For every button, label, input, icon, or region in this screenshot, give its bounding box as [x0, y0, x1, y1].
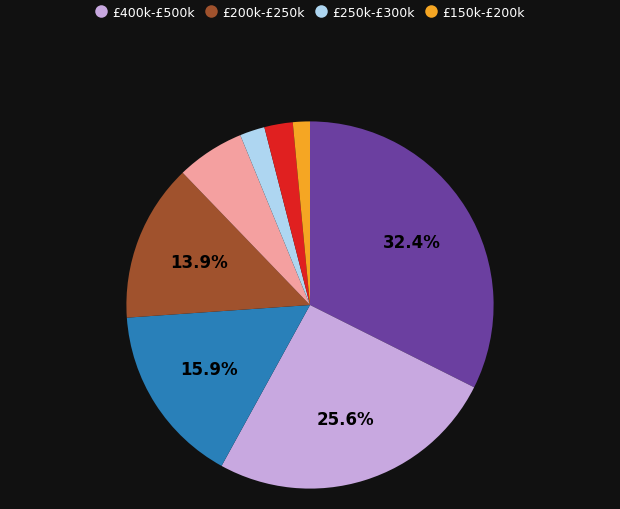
Text: 32.4%: 32.4%: [383, 234, 440, 252]
Wedge shape: [310, 122, 494, 387]
Wedge shape: [127, 305, 310, 466]
Text: 13.9%: 13.9%: [170, 253, 228, 272]
Legend: £500k-£750k, £400k-£500k, £300k-£400k, £200k-£250k, £750k-£1M, £250k-£300k, over: £500k-£750k, £400k-£500k, £300k-£400k, £…: [89, 0, 531, 26]
Wedge shape: [221, 305, 474, 489]
Wedge shape: [241, 128, 310, 305]
Text: 15.9%: 15.9%: [180, 360, 238, 379]
Wedge shape: [183, 136, 310, 305]
Text: 25.6%: 25.6%: [317, 410, 374, 428]
Wedge shape: [264, 123, 310, 305]
Wedge shape: [293, 122, 310, 305]
Wedge shape: [126, 174, 310, 318]
